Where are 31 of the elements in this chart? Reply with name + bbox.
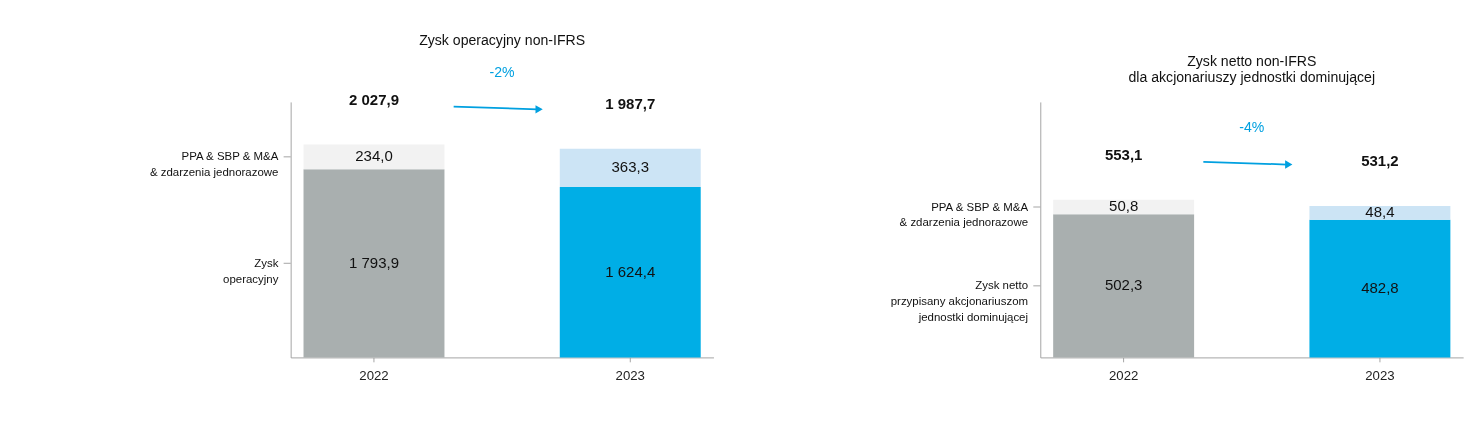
data-label: 1 624,4 <box>605 262 656 280</box>
text: Zysk operacyjny <box>223 256 279 285</box>
x-tick-label: 2023 <box>615 367 645 383</box>
x-tick-label: 2023 <box>1365 367 1395 383</box>
bar <box>303 144 445 170</box>
x-tick-label: 2022 <box>1108 367 1139 383</box>
bar <box>1053 214 1195 358</box>
bar <box>559 148 701 187</box>
data-label: 1 793,9 <box>349 253 399 271</box>
text: -2% <box>489 63 516 80</box>
total-label: 2 027,9 <box>349 90 399 108</box>
text: -4% <box>1239 118 1265 135</box>
chart-title: Zysk netto non-IFRS dla akcjonariuszy jednostki dominującej <box>1128 52 1376 85</box>
text: PPA & SBP & M&A & zdarzenia jednorazowe <box>149 150 279 179</box>
total-label: 531,2 <box>1361 152 1399 170</box>
total-label: 1 987,7 <box>605 95 656 113</box>
chart-title: Zysk operacyjny non-IFRS <box>419 32 586 49</box>
data-label: 50,8 <box>1109 197 1139 215</box>
text: PPA & SBP & M&A & zdarzenia jednorazowe <box>899 200 1029 229</box>
total-label: 553,1 <box>1104 146 1143 164</box>
bar <box>559 186 701 358</box>
x-tick-label: 2022 <box>359 367 389 383</box>
bar <box>1309 206 1451 220</box>
data-label: 502,3 <box>1104 276 1143 294</box>
data-label: 234,0 <box>355 147 393 165</box>
bar <box>303 169 445 358</box>
data-label: 482,8 <box>1361 279 1399 297</box>
text: Zysk netto przypisany akcjonariuszom jednostki dominującej <box>890 279 1029 324</box>
bar <box>1309 219 1451 358</box>
data-label: 48,4 <box>1365 203 1395 221</box>
data-label: 363,3 <box>611 158 649 176</box>
